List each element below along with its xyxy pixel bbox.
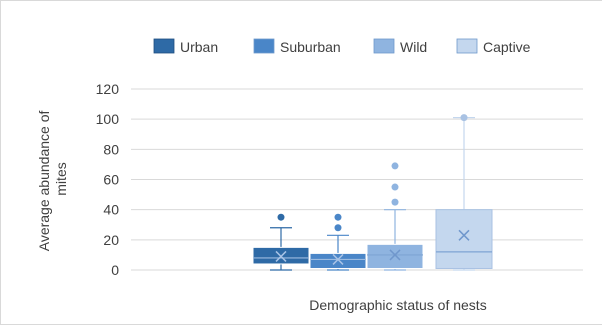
outlier-point [277,213,285,221]
gridlines [131,88,583,241]
legend-swatch [456,38,478,54]
y-axis-title: Average abundance of mites [36,107,69,252]
y-tick-label: 40 [103,202,119,218]
legend-item-suburban: Suburban [253,38,341,55]
legend-item-captive: Captive [456,38,531,55]
legend: Urban Suburban Wild Captive [153,38,531,55]
y-tick-label: 20 [103,232,119,248]
mean-marker [332,253,344,265]
y-axis-title-line-2: mites [53,162,69,195]
box-suburban [309,213,367,271]
outlier-point [391,183,399,191]
x-axis-title: Demographic status of nests [309,297,486,313]
y-tick-label: 100 [96,111,120,127]
box-captive [435,114,493,271]
outlier-point [460,114,468,122]
y-tick-label: 120 [96,81,120,97]
box-iqr [309,252,367,269]
mean-marker [389,249,401,261]
outlier-point [391,198,399,206]
mean-marker [275,250,287,262]
legend-swatch [153,38,175,54]
y-tick-label: 0 [111,262,119,278]
legend-swatch [253,38,275,54]
legend-swatch [373,38,395,54]
y-tick-label: 60 [103,172,119,188]
outlier-point [334,213,342,221]
y-axis-title-line-1: Average abundance of [36,111,52,252]
legend-item-urban: Urban [153,38,218,55]
outlier-point [334,224,342,232]
legend-label: Suburban [280,39,341,55]
legend-label: Captive [483,39,531,55]
outlier-point [391,162,399,170]
box-urban [252,213,310,271]
y-axis-ticks: 0 20 40 60 80 100 120 [96,81,120,278]
box-wild [366,162,424,271]
legend-label: Wild [400,39,427,55]
mean-marker [458,229,470,241]
box-plots [252,114,493,271]
legend-item-wild: Wild [373,38,427,55]
box-iqr [366,243,424,269]
legend-label: Urban [180,39,218,55]
y-tick-label: 80 [103,141,119,157]
box-iqr [435,209,493,269]
